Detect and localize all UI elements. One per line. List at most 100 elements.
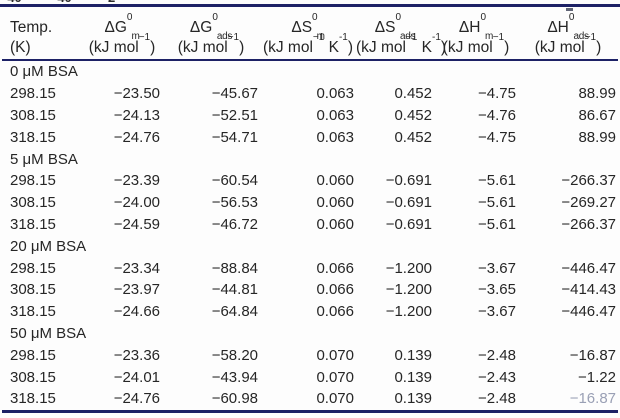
table-cell: 308.15 [10, 194, 56, 212]
table-cell: 318.15 [10, 215, 56, 233]
table-cell: 0.070 [260, 387, 356, 413]
col-unit-dS-ads: (kJ mol−1 K-1) [356, 33, 446, 61]
col-unit-dS-m: (kJ mol−1 K-1) [260, 33, 356, 61]
section-label: 20 μM BSA [10, 237, 87, 255]
col-unit-temp: (K) [2, 35, 82, 61]
table-cell: −3.67 [478, 259, 516, 277]
col-unit-dH-ads: (kJ mol−1) [518, 33, 618, 61]
table-cell: 0.452 [394, 128, 432, 146]
table-row: 318.15 −24.66 −64.84 0.066 −1.200 −3.67 −446.4… [2, 301, 618, 323]
table-cell: −24.76 [82, 387, 162, 413]
col-header-dH-m: ΔH0m [458, 12, 494, 42]
table-cell: −5.61 [478, 215, 516, 233]
table-row: 308.15 −24.00 −56.53 0.060 −0.691 −5.61 −269.2… [2, 192, 618, 214]
table-row: 308.15 −23.97 −44.81 0.066 −1.200 −3.65 −414.4… [2, 279, 618, 301]
table-cell: 0.060 [316, 194, 354, 212]
table-cell: −3.65 [478, 281, 516, 299]
table-cell: 0.060 [316, 215, 354, 233]
table-cell: −266.37 [561, 172, 616, 190]
table-cell: −0.691 [385, 172, 432, 190]
section-row: 5 μM BSA [2, 148, 618, 170]
table-cell: 0.066 [316, 259, 354, 277]
section-row: 50 μM BSA [2, 323, 618, 345]
table-cell: −16.87 [518, 387, 618, 413]
table-cell: −24.66 [113, 303, 160, 321]
table-cell: −60.54 [211, 172, 258, 190]
table-cell: 0.066 [316, 281, 354, 299]
table-cell: −4.75 [478, 85, 516, 103]
table-cell: −4.75 [478, 128, 516, 146]
table-cell: 86.67 [578, 106, 616, 124]
table-cell: 0.063 [316, 85, 354, 103]
table-cell: −58.20 [211, 346, 258, 364]
table-cell: 0.060 [316, 172, 354, 190]
table-row: 308.15 −24.01 −43.94 0.070 0.139 −2.43 −1.22 [2, 366, 618, 388]
table-cell: −64.84 [211, 303, 258, 321]
table-cell: 0.139 [394, 346, 432, 364]
table-cell: −414.43 [561, 281, 616, 299]
table-header: Temp. ΔG0m ΔG0ads ΔS0m ΔS0ads ΔH0m ΔH0ad… [2, 9, 618, 61]
clipped-text-fragment: -40 [53, 0, 72, 4]
table-cell: 298.15 [10, 172, 56, 190]
table-body: 0 μM BSA 298.15 −23.50 −45.67 0.063 0.452 −4.7… [2, 60, 618, 413]
table-cell: −5.61 [478, 172, 516, 190]
clipped-text-fragment: - 2 [100, 0, 115, 4]
table-cell: 0.452 [394, 85, 432, 103]
section-label: 5 μM BSA [10, 150, 78, 168]
table-cell: −1.200 [385, 303, 432, 321]
table-cell: 298.15 [10, 259, 56, 277]
table-cell: −23.34 [113, 259, 160, 277]
table-cell: −3.67 [478, 303, 516, 321]
col-unit-dH-m: (kJ mol−1) [434, 33, 518, 61]
table-cell: −0.691 [385, 194, 432, 212]
table-cell: −2.48 [478, 346, 516, 364]
table-cell: 318.15 [10, 128, 56, 146]
header-unit-row: (K) (kJ mol−1) (kJ mol−1) (kJ mol−1 K-1)… [2, 33, 618, 61]
table-row: 318.15 −24.59 −46.72 0.060 −0.691 −5.61 −266.3… [2, 214, 618, 236]
table-cell: 318.15 [10, 303, 56, 321]
table-cell: −24.00 [113, 194, 160, 212]
table-cell: −60.98 [162, 387, 260, 413]
table-cell: −23.36 [113, 346, 160, 364]
table-cell: 308.15 [10, 368, 56, 386]
col-header-dG-ads: ΔG0ads [189, 12, 233, 42]
table-cell: −1.200 [385, 259, 432, 277]
table-cell: −446.47 [561, 259, 616, 277]
table-cell: −44.81 [211, 281, 258, 299]
col-header-temp: Temp. [10, 18, 53, 36]
table-cell: −266.37 [561, 215, 616, 233]
col-unit-dG-ads: (kJ mol−1) [162, 33, 260, 61]
table-cell: −0.691 [385, 215, 432, 233]
section-label: 0 μM BSA [10, 63, 78, 81]
table-cell: −1.200 [385, 281, 432, 299]
table-cell: −88.84 [211, 259, 258, 277]
print-artifact-speck [566, 8, 573, 11]
table-cell: −16.87 [569, 346, 616, 364]
table-row: 298.15 −23.36 −58.20 0.070 0.139 −2.48 −16.87 [2, 344, 618, 366]
clipped-text-strip: -40 -40 - 2 [0, 0, 620, 4]
table-cell: −56.53 [211, 194, 258, 212]
table-cell: −2.48 [434, 387, 518, 413]
table-cell: −45.67 [211, 85, 258, 103]
table-cell: −446.47 [561, 303, 616, 321]
col-header-dS-m: ΔS0m [291, 12, 325, 42]
table-cell: −2.43 [478, 368, 516, 386]
table-cell: −1.22 [578, 368, 616, 386]
table-cell: 0.452 [394, 106, 432, 124]
table-cell: −43.94 [211, 368, 258, 386]
thermodynamic-parameters-table: Temp. ΔG0m ΔG0ads ΔS0m ΔS0ads ΔH0m ΔH0ad… [2, 9, 618, 413]
table-cell: 88.99 [578, 85, 616, 103]
table-cell: −24.13 [113, 106, 160, 124]
table-cell: 318.15 [2, 387, 82, 413]
table-cell: 0.070 [316, 368, 354, 386]
table-row: 318.15 −24.76 −54.71 0.063 0.452 −4.75 88.99 [2, 126, 618, 148]
col-header-dS-ads: ΔS0ads [374, 12, 416, 42]
table-cell: 298.15 [10, 346, 56, 364]
table-cell: −52.51 [211, 106, 258, 124]
table-cell: −24.76 [113, 128, 160, 146]
header-symbol-row: Temp. ΔG0m ΔG0ads ΔS0m ΔS0ads ΔH0m ΔH0ad… [2, 9, 618, 42]
table-cell: −54.71 [211, 128, 258, 146]
table-cell: −46.72 [211, 215, 258, 233]
table-cell: 0.063 [316, 106, 354, 124]
